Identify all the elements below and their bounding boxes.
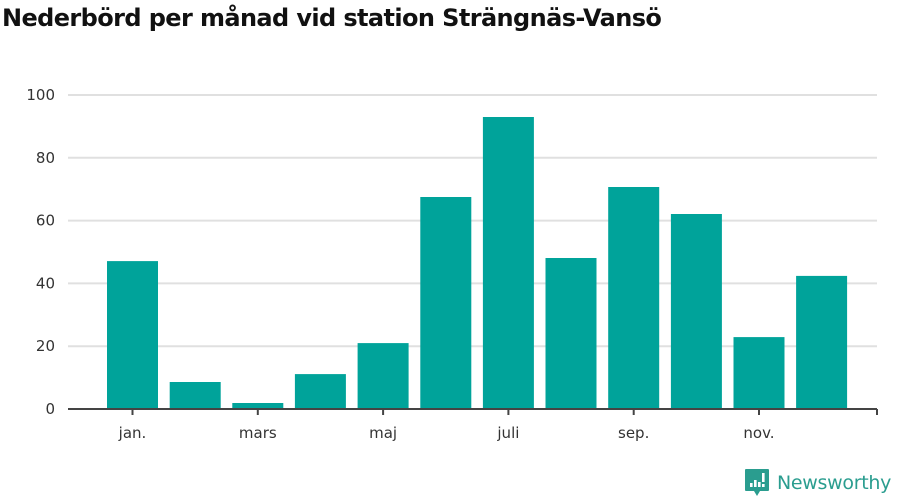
gridlines (68, 94, 877, 348)
x-tick-label: mars (239, 424, 277, 442)
y-axis-labels: 0 20 40 60 80 100 (26, 86, 55, 418)
bar-juni (420, 197, 472, 409)
x-tick-label: maj (369, 424, 397, 442)
y-tick-label: 20 (36, 337, 55, 355)
x-tick-label: jan. (118, 424, 147, 442)
brand-name: Newsworthy (777, 472, 892, 494)
chart-title: Nederbörd per månad vid station Strängnä… (2, 4, 662, 32)
bar-sep (608, 187, 660, 409)
y-tick-label: 40 (36, 274, 55, 292)
bar-mars (232, 403, 284, 409)
bar-feb (169, 382, 221, 409)
bar-jan (107, 261, 158, 409)
y-tick-label: 80 (36, 149, 55, 167)
bar-nov (733, 337, 785, 409)
bar-okt (670, 214, 722, 409)
bar-aug (545, 258, 597, 409)
bar-dec (796, 275, 848, 409)
bars (107, 117, 848, 409)
y-tick-label: 0 (45, 400, 55, 418)
bar-chart: 0 20 40 60 80 100 jan. mars maj juli sep. nov. (26, 86, 878, 442)
bar-apr (294, 374, 346, 409)
x-tick-label: juli (496, 424, 519, 442)
bar-maj (357, 343, 409, 409)
x-tick-label: sep. (618, 424, 649, 442)
x-axis: jan. mars maj juli sep. nov. (68, 408, 878, 442)
newsworthy-brand: Newsworthy (744, 468, 891, 498)
y-tick-label: 100 (26, 86, 55, 104)
y-tick-label: 60 (36, 212, 55, 230)
bar-juli (482, 117, 534, 409)
x-tick-label: nov. (743, 424, 774, 442)
newsworthy-logo-icon (745, 469, 769, 496)
